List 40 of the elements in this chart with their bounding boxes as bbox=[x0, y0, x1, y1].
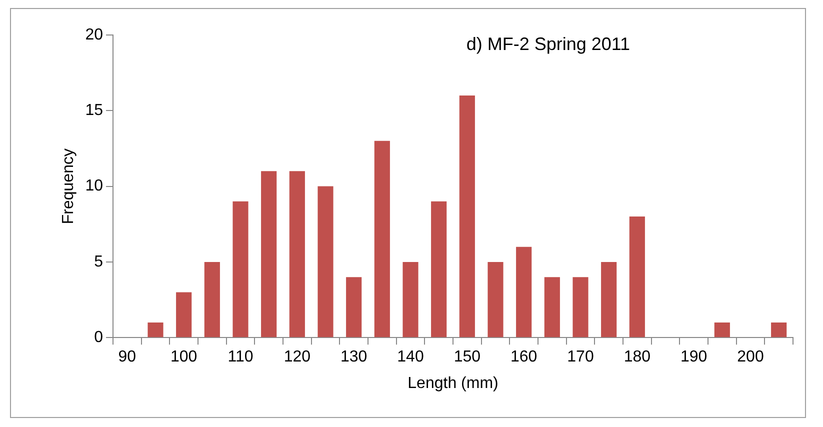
chart-title: d) MF-2 Spring 2011 bbox=[466, 34, 630, 54]
x-tick-label: 90 bbox=[118, 348, 136, 366]
bar bbox=[771, 322, 787, 338]
y-tick-label: 15 bbox=[85, 102, 104, 120]
bar bbox=[204, 262, 220, 338]
bar bbox=[488, 262, 504, 338]
y-tick-label: 5 bbox=[94, 253, 104, 270]
bar bbox=[516, 246, 532, 338]
bar bbox=[289, 171, 305, 338]
x-tick-label: 130 bbox=[340, 348, 368, 366]
x-tick-label: 200 bbox=[737, 348, 764, 366]
bar bbox=[232, 201, 248, 338]
x-tick-label: 170 bbox=[567, 348, 594, 366]
bar bbox=[714, 322, 730, 338]
bar bbox=[402, 262, 418, 338]
x-tick-label: 120 bbox=[284, 348, 311, 366]
y-tick-label: 10 bbox=[85, 178, 104, 195]
bar bbox=[176, 292, 192, 338]
bar bbox=[601, 262, 617, 338]
bar bbox=[629, 216, 645, 338]
y-axis-title: Frequency bbox=[60, 148, 78, 224]
x-tick-label: 140 bbox=[397, 348, 424, 366]
x-tick-label: 180 bbox=[624, 348, 651, 366]
bar bbox=[459, 96, 475, 338]
bar bbox=[148, 322, 164, 338]
bar bbox=[544, 277, 560, 338]
x-tick-label: 160 bbox=[510, 348, 538, 366]
x-tick-label: 190 bbox=[680, 348, 708, 366]
bar bbox=[374, 140, 390, 338]
bar bbox=[572, 277, 588, 338]
x-tick-label: 150 bbox=[454, 348, 481, 366]
y-tick-label: 0 bbox=[94, 329, 104, 346]
x-tick-label: 110 bbox=[228, 348, 254, 366]
bar bbox=[346, 277, 362, 338]
bar bbox=[431, 201, 447, 338]
bar bbox=[318, 186, 334, 338]
bar bbox=[261, 171, 277, 338]
x-tick-label: 100 bbox=[170, 348, 198, 366]
x-axis-title: Length (mm) bbox=[408, 374, 498, 392]
y-tick-label: 20 bbox=[85, 26, 104, 44]
